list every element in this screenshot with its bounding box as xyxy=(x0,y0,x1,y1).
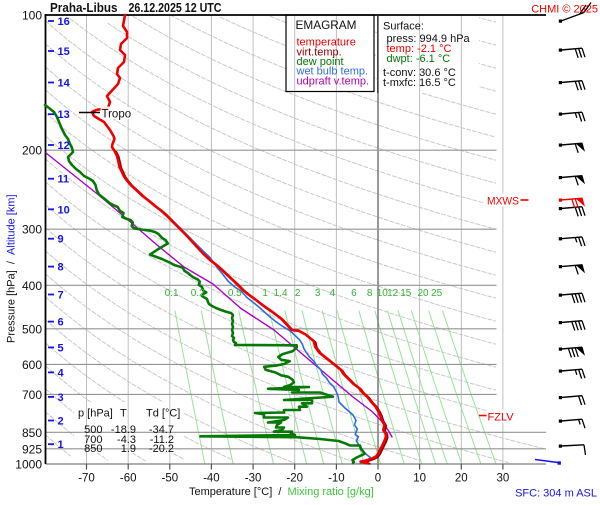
svg-text:SFC: 304 m ASL: SFC: 304 m ASL xyxy=(515,488,597,500)
svg-text:press: 994.9 hPa: press: 994.9 hPa xyxy=(387,33,471,45)
svg-text:16: 16 xyxy=(58,16,70,28)
svg-text:udpraft v.temp.: udpraft v.temp. xyxy=(297,75,370,87)
svg-text:7: 7 xyxy=(58,290,64,302)
svg-text:400: 400 xyxy=(22,279,42,293)
svg-text:virt.temp.: virt.temp. xyxy=(297,46,342,58)
svg-text:FZLV: FZLV xyxy=(488,412,515,424)
svg-text:-11.2: -11.2 xyxy=(150,434,174,446)
svg-text:4: 4 xyxy=(330,288,336,299)
svg-text:3: 3 xyxy=(58,392,64,404)
svg-text:700: 700 xyxy=(22,388,42,402)
svg-text:t-conv: 30.6 °C: t-conv: 30.6 °C xyxy=(383,67,456,79)
svg-text:12: 12 xyxy=(58,140,70,152)
svg-text:1: 1 xyxy=(58,439,64,451)
svg-text:-20: -20 xyxy=(286,473,303,485)
svg-text:0.2: 0.2 xyxy=(191,288,205,299)
svg-text:2: 2 xyxy=(295,288,301,299)
svg-text:-40: -40 xyxy=(203,473,220,485)
svg-text:600: 600 xyxy=(22,358,42,372)
svg-text:12: 12 xyxy=(387,288,399,299)
svg-text:Tropo: Tropo xyxy=(102,109,132,121)
svg-text:4: 4 xyxy=(58,367,65,379)
svg-text:0.5: 0.5 xyxy=(228,288,242,299)
svg-text:30: 30 xyxy=(497,473,510,485)
svg-text:700: 700 xyxy=(84,434,102,446)
svg-text:1000: 1000 xyxy=(15,458,42,472)
svg-text:2: 2 xyxy=(58,416,64,428)
svg-text:Pressure [hPa] / Altitude [k: Pressure [hPa] / Altitude [km] xyxy=(6,194,18,343)
svg-text:6: 6 xyxy=(351,288,357,299)
svg-text:-50: -50 xyxy=(161,473,178,485)
svg-text:20: 20 xyxy=(417,288,429,299)
svg-text:Td [°C]: Td [°C] xyxy=(146,408,180,420)
svg-text:-4.3: -4.3 xyxy=(117,434,136,446)
svg-text:Temperature [°C] / Mixing ra: Temperature [°C] / Mixing ratio [g/kg] xyxy=(189,486,374,498)
svg-text:1.9: 1.9 xyxy=(121,443,136,455)
svg-text:p [hPa]: p [hPa] xyxy=(78,408,113,420)
svg-text:T: T xyxy=(120,408,127,420)
svg-text:6: 6 xyxy=(58,317,64,329)
svg-text:925: 925 xyxy=(22,442,42,456)
svg-text:1: 1 xyxy=(262,288,268,299)
svg-text:10: 10 xyxy=(377,288,389,299)
svg-text:0.1: 0.1 xyxy=(165,288,179,299)
svg-text:5: 5 xyxy=(58,342,64,354)
svg-text:15: 15 xyxy=(400,288,412,299)
svg-text:13: 13 xyxy=(58,109,70,121)
svg-text:8: 8 xyxy=(367,288,373,299)
svg-text:100: 100 xyxy=(22,9,42,23)
svg-text:20: 20 xyxy=(455,473,468,485)
svg-text:15: 15 xyxy=(58,46,70,58)
svg-text:temp: -2.1 °C: temp: -2.1 °C xyxy=(387,43,452,55)
svg-text:500: 500 xyxy=(84,424,102,436)
svg-text:-20.2: -20.2 xyxy=(149,443,174,455)
svg-text:10: 10 xyxy=(58,204,70,216)
svg-text:26.12.2025 12 UTC: 26.12.2025 12 UTC xyxy=(129,1,222,15)
svg-text:300: 300 xyxy=(22,223,42,237)
svg-text:-10: -10 xyxy=(328,473,345,485)
svg-text:-30: -30 xyxy=(245,473,262,485)
svg-text:9: 9 xyxy=(58,234,64,246)
svg-text:MXWS: MXWS xyxy=(487,196,519,208)
svg-text:200: 200 xyxy=(22,144,42,158)
svg-text:EMAGRAM: EMAGRAM xyxy=(296,18,357,32)
svg-text:10: 10 xyxy=(413,473,426,485)
svg-text:25: 25 xyxy=(431,288,443,299)
svg-text:-18.9: -18.9 xyxy=(111,424,136,436)
svg-text:dwpt: -6.1 °C: dwpt: -6.1 °C xyxy=(387,53,451,65)
svg-text:-70: -70 xyxy=(78,473,95,485)
svg-text:14: 14 xyxy=(58,78,71,90)
svg-text:8: 8 xyxy=(58,262,64,274)
svg-text:Praha-Libus: Praha-Libus xyxy=(50,1,118,15)
svg-text:t-mxfc: 16.5 °C: t-mxfc: 16.5 °C xyxy=(383,77,456,89)
svg-text:500: 500 xyxy=(22,322,42,336)
svg-text:-34.7: -34.7 xyxy=(149,424,174,436)
svg-text:-60: -60 xyxy=(120,473,137,485)
svg-text:temperature: temperature xyxy=(297,37,356,49)
svg-text:850: 850 xyxy=(84,443,102,455)
svg-text:1.4: 1.4 xyxy=(274,288,288,299)
svg-text:0: 0 xyxy=(375,473,381,485)
svg-text:dew point: dew point xyxy=(297,56,344,68)
svg-text:CHMI © 2025: CHMI © 2025 xyxy=(531,4,598,16)
svg-text:Surface:: Surface: xyxy=(383,21,424,33)
svg-text:wet bulb temp.: wet bulb temp. xyxy=(296,66,369,78)
svg-text:3: 3 xyxy=(315,288,321,299)
svg-text:11: 11 xyxy=(58,174,70,186)
svg-text:850: 850 xyxy=(22,426,42,440)
